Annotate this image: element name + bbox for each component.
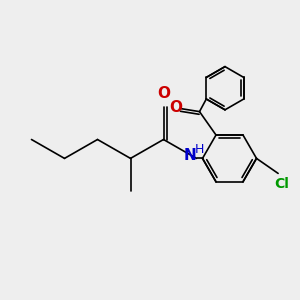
Text: H: H xyxy=(195,143,204,156)
Text: N: N xyxy=(184,148,196,164)
Text: Cl: Cl xyxy=(274,177,289,191)
Text: O: O xyxy=(157,86,170,101)
Text: O: O xyxy=(169,100,182,115)
